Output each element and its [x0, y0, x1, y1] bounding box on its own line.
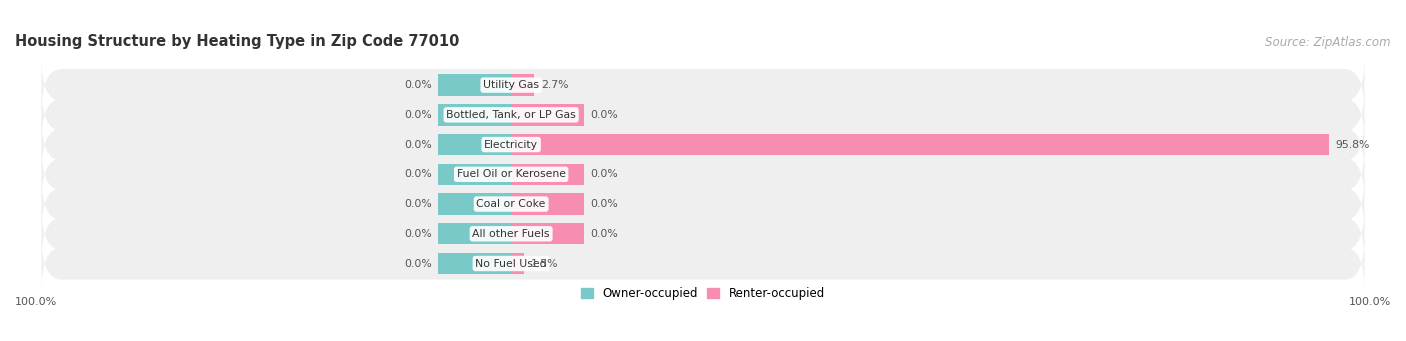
Text: Source: ZipAtlas.com: Source: ZipAtlas.com — [1265, 36, 1391, 49]
Text: Electricity: Electricity — [484, 139, 538, 150]
Text: 2.7%: 2.7% — [541, 80, 568, 90]
FancyBboxPatch shape — [41, 176, 1365, 233]
Text: 95.8%: 95.8% — [1336, 139, 1369, 150]
Text: 0.0%: 0.0% — [404, 139, 432, 150]
Bar — [512, 104, 583, 125]
Bar — [439, 253, 512, 274]
Text: 0.0%: 0.0% — [404, 110, 432, 120]
Bar — [512, 164, 583, 185]
FancyBboxPatch shape — [41, 146, 1365, 203]
Text: 100.0%: 100.0% — [1348, 297, 1391, 307]
Text: 0.0%: 0.0% — [404, 258, 432, 268]
Bar — [439, 193, 512, 215]
Text: No Fuel Used: No Fuel Used — [475, 258, 547, 268]
FancyBboxPatch shape — [41, 57, 1365, 114]
Bar — [512, 193, 583, 215]
Text: Fuel Oil or Kerosene: Fuel Oil or Kerosene — [457, 169, 565, 179]
Text: 100.0%: 100.0% — [15, 297, 58, 307]
Bar — [512, 134, 1329, 155]
Text: Housing Structure by Heating Type in Zip Code 77010: Housing Structure by Heating Type in Zip… — [15, 34, 460, 49]
Text: 0.0%: 0.0% — [404, 169, 432, 179]
Text: 0.0%: 0.0% — [591, 110, 619, 120]
Bar — [439, 104, 512, 125]
Text: 0.0%: 0.0% — [591, 229, 619, 239]
Bar — [512, 74, 534, 96]
Legend: Owner-occupied, Renter-occupied: Owner-occupied, Renter-occupied — [581, 287, 825, 300]
Text: 0.0%: 0.0% — [591, 169, 619, 179]
Text: Bottled, Tank, or LP Gas: Bottled, Tank, or LP Gas — [446, 110, 576, 120]
Bar — [512, 223, 583, 244]
Text: 0.0%: 0.0% — [591, 199, 619, 209]
Bar — [439, 134, 512, 155]
Text: All other Fuels: All other Fuels — [472, 229, 550, 239]
Bar — [512, 253, 524, 274]
Text: 0.0%: 0.0% — [404, 80, 432, 90]
Text: 0.0%: 0.0% — [404, 199, 432, 209]
Text: Utility Gas: Utility Gas — [484, 80, 538, 90]
FancyBboxPatch shape — [41, 86, 1365, 143]
FancyBboxPatch shape — [41, 116, 1365, 173]
Text: 1.5%: 1.5% — [530, 258, 558, 268]
Bar — [439, 74, 512, 96]
FancyBboxPatch shape — [41, 235, 1365, 292]
Text: Coal or Coke: Coal or Coke — [477, 199, 546, 209]
FancyBboxPatch shape — [41, 205, 1365, 262]
Bar — [439, 164, 512, 185]
Text: 0.0%: 0.0% — [404, 229, 432, 239]
Bar — [439, 223, 512, 244]
